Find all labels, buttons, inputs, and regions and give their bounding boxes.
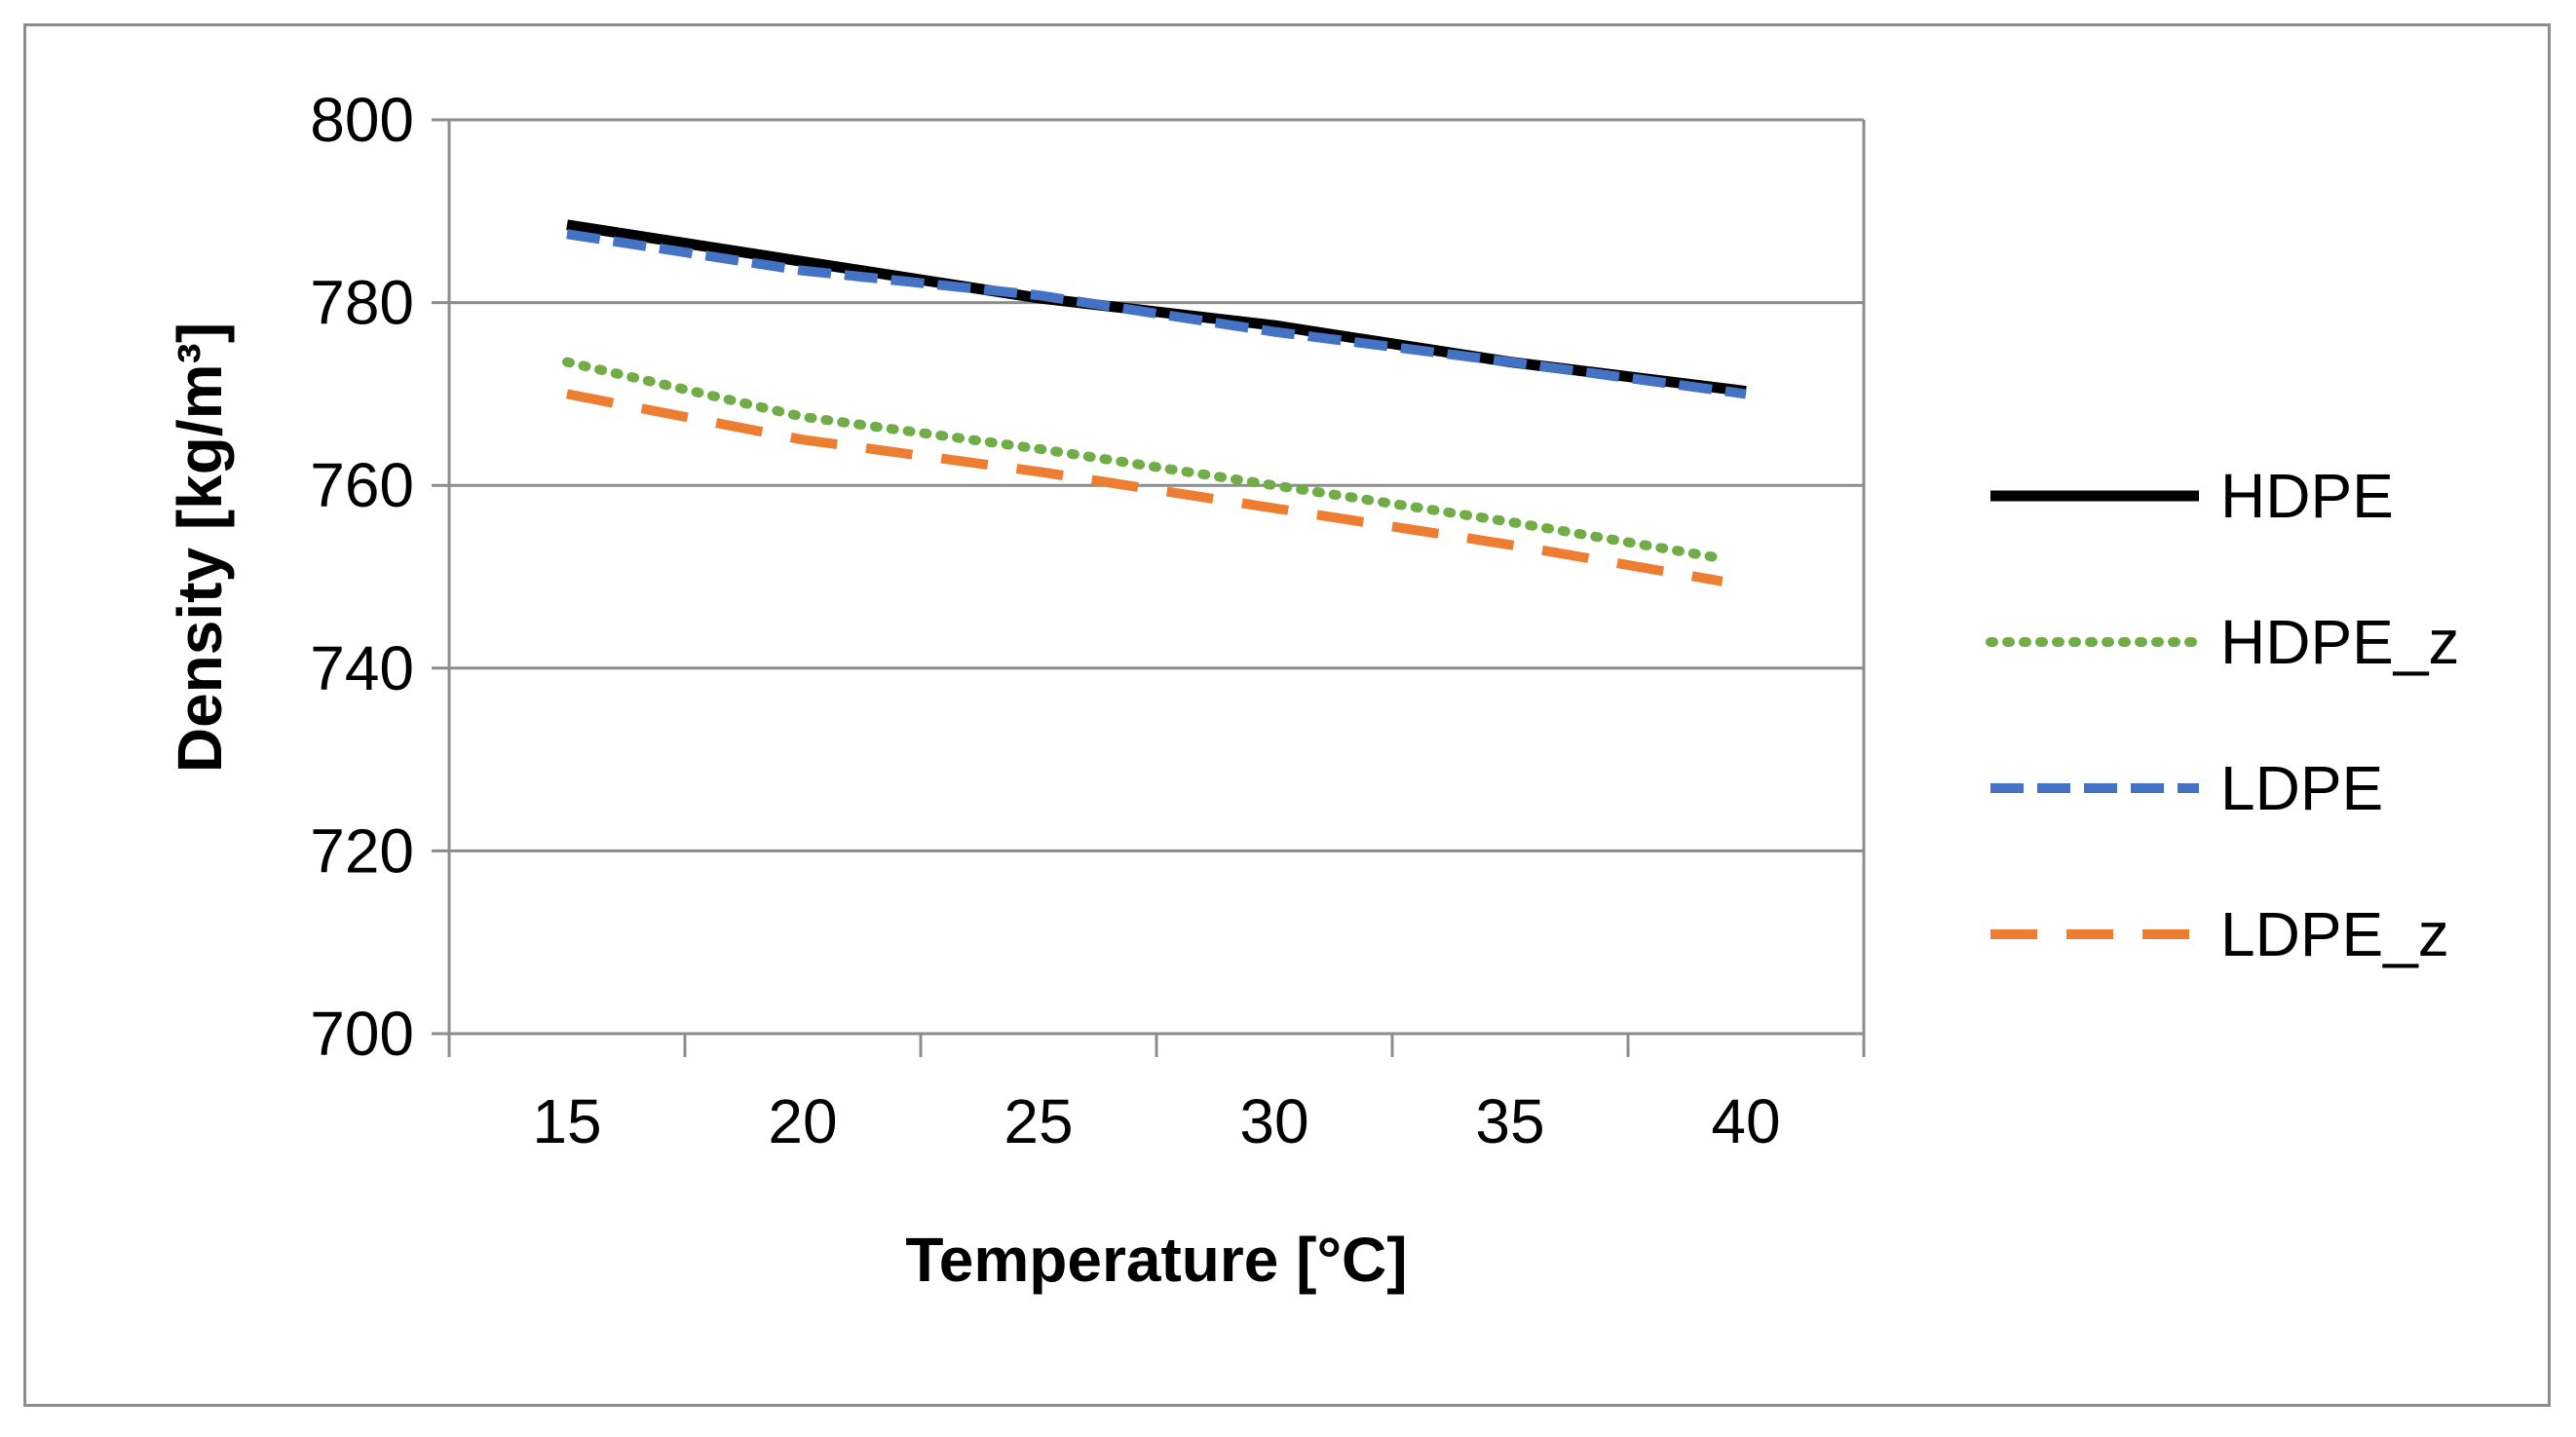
legend-label: LDPE bbox=[2220, 753, 2383, 823]
x-tick-label: 15 bbox=[532, 1086, 601, 1156]
x-tick-label: 35 bbox=[1475, 1086, 1544, 1156]
series-line-ldpe bbox=[566, 229, 1747, 399]
y-axis-title: Density [kg/m³] bbox=[165, 322, 235, 773]
y-tick-label: 800 bbox=[310, 85, 414, 155]
density-chart: 700 720 740 760 780 800 15 20 25 30 35 40 Temperat… bbox=[165, 85, 2459, 1295]
y-tick-label: 720 bbox=[310, 815, 414, 886]
x-tick-label: 30 bbox=[1239, 1086, 1308, 1156]
x-tick-labels: 15 20 25 30 35 40 bbox=[532, 1086, 1780, 1156]
x-axis-title: Temperature [°C] bbox=[905, 1225, 1407, 1295]
legend-label: HDPE_z bbox=[2220, 607, 2459, 677]
grid-lines bbox=[449, 118, 1864, 1036]
y-tick-label: 760 bbox=[310, 450, 414, 520]
series-line-ldpe-z bbox=[566, 389, 1724, 586]
series-lines bbox=[562, 219, 1747, 586]
legend: HDPE HDPE_z LDPE LDPE_z bbox=[1986, 461, 2459, 969]
legend-label: LDPE_z bbox=[2220, 899, 2449, 969]
axes bbox=[432, 118, 1866, 1057]
x-tick-label: 40 bbox=[1711, 1086, 1780, 1156]
y-tick-label: 780 bbox=[310, 268, 414, 338]
x-tick-label: 20 bbox=[768, 1086, 837, 1156]
y-tick-label: 740 bbox=[310, 633, 414, 703]
y-tick-label: 700 bbox=[310, 999, 414, 1069]
legend-label: HDPE bbox=[2220, 461, 2394, 531]
chart-frame: 700 720 740 760 780 800 15 20 25 30 35 40 Temperat… bbox=[23, 23, 2551, 1407]
x-tick-label: 25 bbox=[1004, 1086, 1073, 1156]
y-tick-labels: 700 720 740 760 780 800 bbox=[310, 85, 414, 1069]
series-line-hdpe-z bbox=[562, 357, 1727, 564]
